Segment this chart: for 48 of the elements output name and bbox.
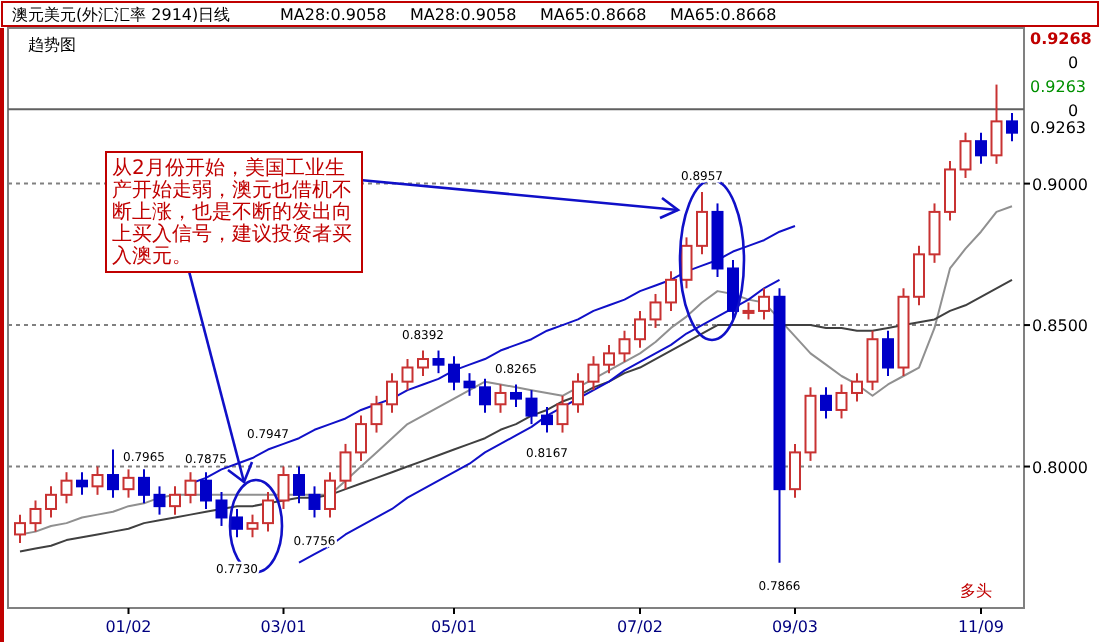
candlestick <box>308 485 321 519</box>
annotation: 从2月份开始，美国工业生产开始走弱，澳元也借机不断上涨，也是不断的发出向上买入信号，建议投资者买入澳元。 <box>112 156 352 268</box>
candlestick <box>215 491 228 527</box>
text: MA65:0.8668 <box>670 6 777 24</box>
y-tick-label: 0.8500 <box>1032 317 1088 336</box>
candlestick <box>107 448 119 499</box>
text: MA28:0.9058 <box>280 6 387 24</box>
line-series <box>19 278 1013 553</box>
candlestick <box>122 468 135 499</box>
candlestick <box>184 471 197 505</box>
annotation: 趋势图 <box>28 36 76 54</box>
candlestick <box>200 471 212 510</box>
candlestick <box>975 131 987 165</box>
candlestick <box>14 513 26 544</box>
ref-line-label: 0.9263 <box>1030 119 1086 138</box>
x-tick-label: 07/02 <box>616 618 664 636</box>
text: MA65:0.8668 <box>540 6 647 24</box>
candlestick <box>510 383 522 409</box>
x-tick-label: 09/03 <box>771 618 819 636</box>
candlestick <box>959 131 972 179</box>
text: 0.92680 <box>1030 30 1093 72</box>
annotation: 多头 <box>960 582 992 600</box>
candlestick <box>990 83 1003 165</box>
candlestick <box>76 471 88 496</box>
text: MA28:0.9058 <box>410 6 517 24</box>
x-tick-label: 01/02 <box>105 618 152 636</box>
candlestick <box>293 465 305 505</box>
candlestick <box>866 329 879 392</box>
candlestick <box>1006 111 1018 143</box>
candlestick <box>153 485 166 516</box>
candlestick <box>882 329 894 377</box>
candlestick <box>231 507 243 539</box>
candlestick <box>324 471 336 519</box>
candlestick <box>60 471 73 505</box>
y-tick-label: 0.8000 <box>1032 458 1088 477</box>
x-tick-label: 05/01 <box>430 618 478 636</box>
chart-title: 澳元美元(外汇汇率 2914)日线 <box>12 6 231 24</box>
candlestick <box>494 383 507 414</box>
candlestick <box>169 485 181 516</box>
candlestick <box>277 465 290 510</box>
x-tick-label: 03/01 <box>260 618 307 636</box>
y-tick-label: 0.9000 <box>1032 175 1088 194</box>
candlestick <box>138 468 150 505</box>
x-tick-label: 11/09 <box>957 618 1005 636</box>
candlestick <box>91 465 104 496</box>
text: 0.92630 <box>1030 78 1086 120</box>
candlestick <box>820 386 832 420</box>
candlestick <box>789 442 801 499</box>
